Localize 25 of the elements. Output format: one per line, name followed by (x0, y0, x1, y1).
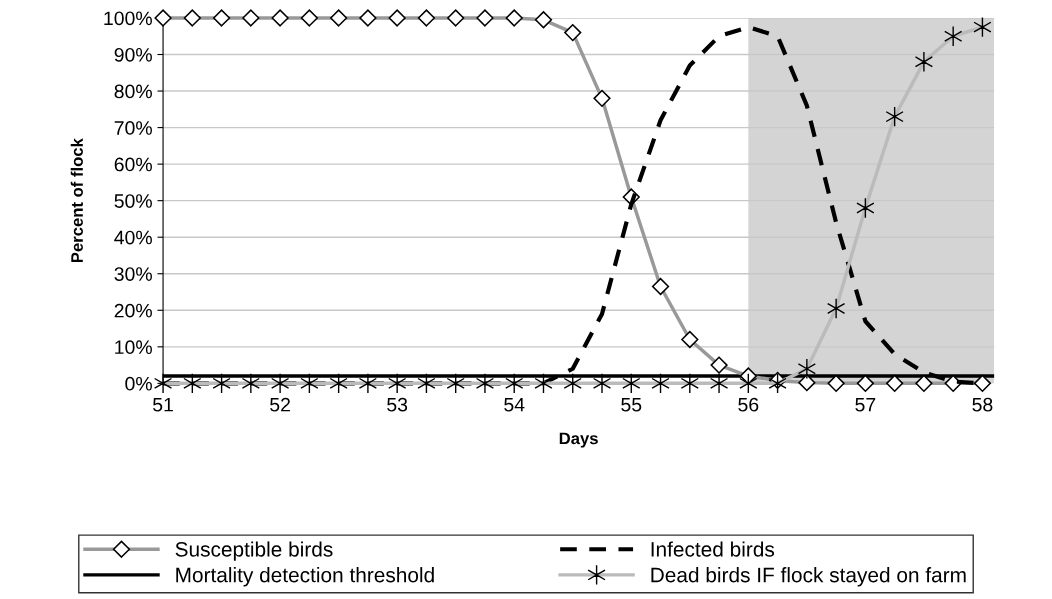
legend-label: Infected birds (651, 541, 775, 557)
x-tick-label: 58 (972, 397, 993, 412)
legend-label: Susceptible birds (175, 541, 333, 561)
legend-label: Dead birds IF flock stayed on farm (651, 567, 966, 587)
x-tick-label: 57 (855, 397, 876, 412)
x-tick-label: 51 (153, 397, 173, 412)
x-tick-label: 53 (387, 397, 408, 412)
y-tick-label: 30% (114, 267, 152, 281)
y-axis-title: Percent of flock (70, 138, 83, 263)
y-tick-label: 10% (115, 340, 152, 355)
y-tick-label: 70% (114, 121, 152, 135)
y-tick-label: 40% (114, 230, 152, 245)
y-tick-label: 80% (114, 84, 152, 99)
x-axis-title: Days (559, 432, 598, 448)
x-tick-label: 55 (621, 397, 642, 412)
x-tick-label: 54 (504, 397, 525, 412)
x-tick-label: 56 (738, 397, 759, 412)
y-tick-label: 0% (125, 376, 152, 391)
legend-label: Mortality detection threshold (176, 567, 434, 587)
y-tick-label: 60% (114, 157, 152, 172)
y-tick-label: 100% (104, 11, 152, 26)
y-tick-label: 50% (114, 194, 152, 208)
x-tick-label: 52 (270, 397, 290, 412)
y-tick-label: 90% (114, 47, 152, 62)
y-tick-label: 20% (114, 303, 152, 318)
